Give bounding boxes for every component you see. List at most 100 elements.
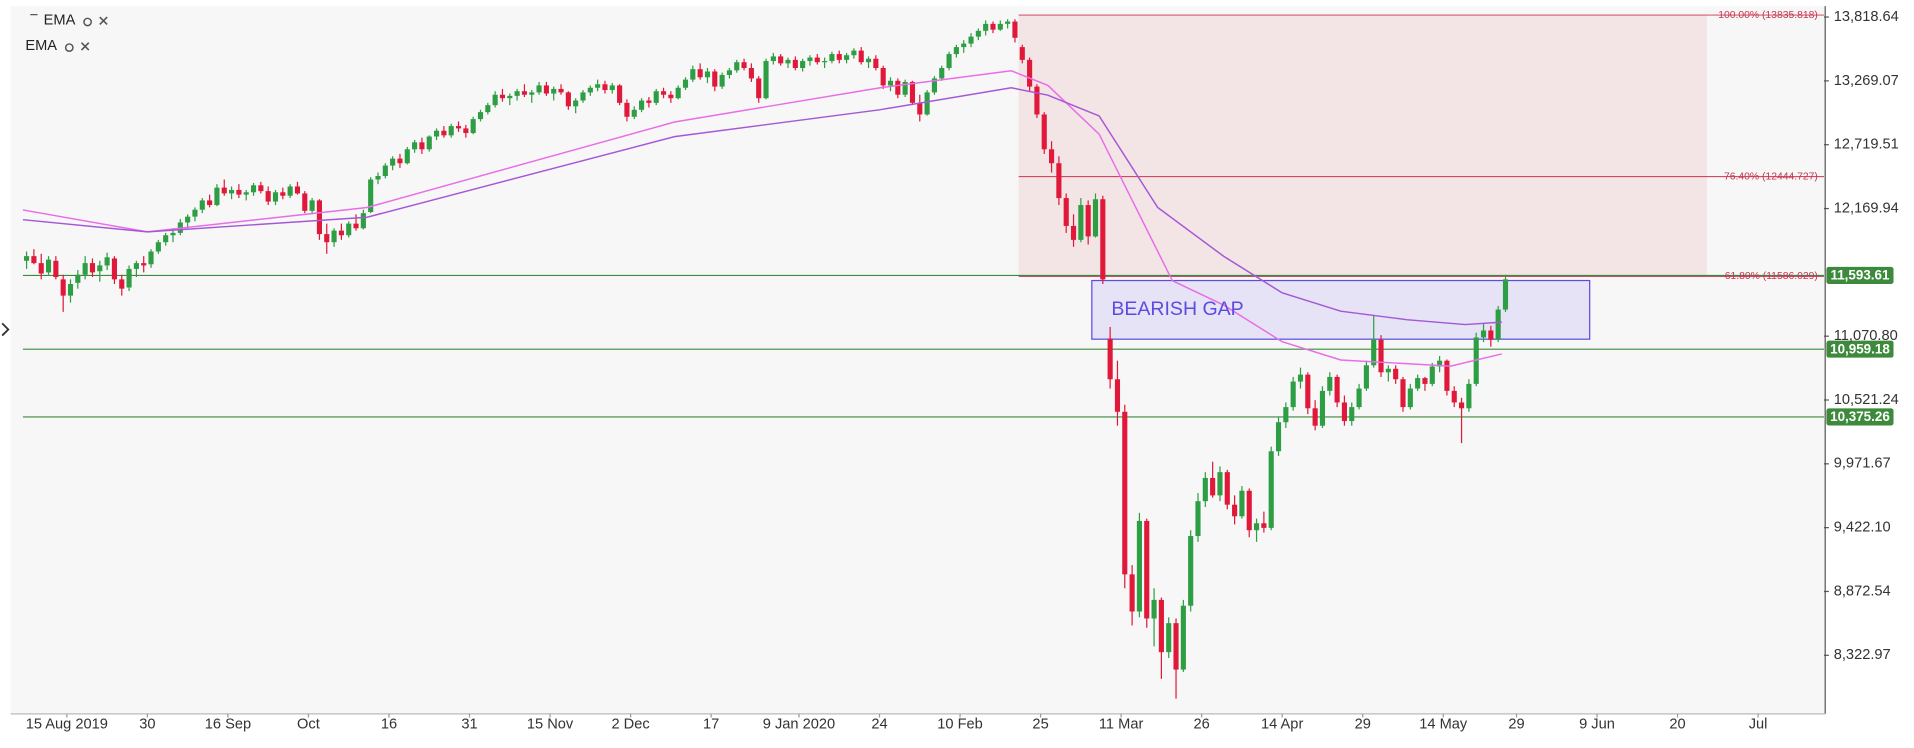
side-toggle[interactable] — [1, 322, 10, 337]
candle-body — [844, 55, 850, 60]
candle-body — [170, 232, 176, 236]
candle-body — [961, 43, 967, 48]
candle-body — [756, 78, 762, 99]
candle-body — [953, 47, 959, 55]
candle-body — [617, 85, 623, 103]
candle-body — [609, 85, 615, 91]
candle-body — [1202, 477, 1208, 502]
candle-body — [463, 128, 469, 134]
candle-body — [89, 263, 96, 273]
candle-body — [778, 56, 784, 64]
candle-body — [558, 88, 564, 93]
plot-area — [10, 6, 1826, 714]
candle-body — [60, 279, 66, 296]
legend-settings[interactable] — [64, 43, 74, 52]
candle-body — [419, 142, 425, 150]
candle-body — [792, 59, 798, 69]
candle-body — [185, 216, 191, 223]
candle-body — [250, 185, 257, 193]
candle-body — [1085, 205, 1091, 237]
candle-body — [1502, 279, 1509, 310]
legend: EMA EMA — [25, 13, 108, 54]
candle-body — [1019, 47, 1025, 60]
candle-body — [917, 102, 923, 115]
candle-body — [507, 95, 513, 99]
y-tick-label: 10,521.24 — [1834, 392, 1899, 408]
candle-body — [199, 200, 205, 210]
candle-body — [1480, 330, 1487, 338]
candle-body — [1451, 390, 1457, 403]
candle-body — [975, 30, 981, 37]
candle-body — [514, 91, 520, 96]
level-badge — [1826, 340, 1894, 358]
x-tick-label: 24 — [871, 717, 887, 733]
candle-body — [770, 56, 776, 62]
candle-body — [434, 130, 440, 137]
candle-body — [529, 92, 535, 95]
candle-body — [192, 209, 198, 217]
candle-body — [543, 85, 549, 94]
candle-body — [470, 119, 476, 134]
x-tick-label: 25 — [1032, 717, 1048, 733]
y-tick-label: 13,269.07 — [1834, 73, 1899, 89]
level-badge — [1826, 266, 1894, 285]
candle-body — [1312, 408, 1318, 426]
legend-settings[interactable] — [83, 17, 92, 27]
candle-body — [814, 57, 820, 63]
level-label: 11,593.61 — [1831, 268, 1890, 283]
candle-body — [1166, 623, 1172, 653]
candle-body — [38, 263, 44, 274]
candle-body — [1180, 605, 1186, 670]
candle-body — [1027, 59, 1033, 87]
x-tick-label: 17 — [703, 717, 719, 733]
y-tick-label: 8,872.54 — [1834, 583, 1891, 599]
candle-body — [126, 268, 132, 288]
candle-body — [390, 158, 396, 166]
fib-label: 100.00% (13835.818) — [1718, 10, 1818, 21]
candle-body — [338, 230, 344, 236]
candle-body — [1261, 523, 1267, 528]
candle-body — [595, 84, 601, 88]
legend-remove[interactable] — [80, 42, 90, 51]
candle-body — [1268, 451, 1274, 528]
candle-body — [536, 85, 542, 93]
candle-body — [726, 70, 732, 75]
candle-body — [1144, 520, 1150, 619]
x-tick-label: 15 Nov — [527, 717, 574, 733]
y-tick-label: 12,719.51 — [1834, 137, 1899, 153]
candle-body — [375, 176, 381, 180]
candle-body — [1232, 504, 1238, 517]
candle-body — [1049, 149, 1055, 164]
candle-body — [309, 200, 315, 211]
candle-body — [800, 61, 806, 69]
candle-body — [521, 91, 527, 95]
candle-body — [1005, 21, 1011, 24]
candle-body — [67, 284, 74, 296]
candle-body — [1158, 599, 1164, 653]
candle-body — [1012, 21, 1018, 38]
candle-body — [1319, 390, 1326, 426]
candle-body — [82, 263, 88, 275]
candle-body — [1283, 407, 1289, 423]
candle-body — [1466, 383, 1472, 409]
candle-body — [829, 54, 835, 62]
candle-body — [477, 112, 484, 120]
candle-body — [565, 92, 571, 107]
candle-body — [712, 71, 718, 87]
candle-body — [865, 58, 872, 63]
front-layer: 100.00% (13835.818) 76.40% (12444.727) 61.… — [26, 9, 1899, 733]
candle-body — [690, 69, 696, 80]
candle-body — [1188, 536, 1194, 606]
candle-body — [280, 192, 286, 196]
candle-body — [1495, 309, 1501, 340]
legend-remove[interactable] — [99, 16, 108, 25]
candle-body — [1195, 501, 1201, 537]
fib-label: 76.40% (12444.727) — [1724, 171, 1818, 182]
y-tick-label: 13,818.64 — [1834, 9, 1899, 25]
candle-body — [97, 265, 103, 272]
candle-body — [1034, 86, 1040, 115]
candle-body — [1100, 199, 1106, 280]
candle-body — [1210, 477, 1216, 496]
candle-body — [551, 88, 557, 94]
candle-body — [858, 50, 864, 63]
